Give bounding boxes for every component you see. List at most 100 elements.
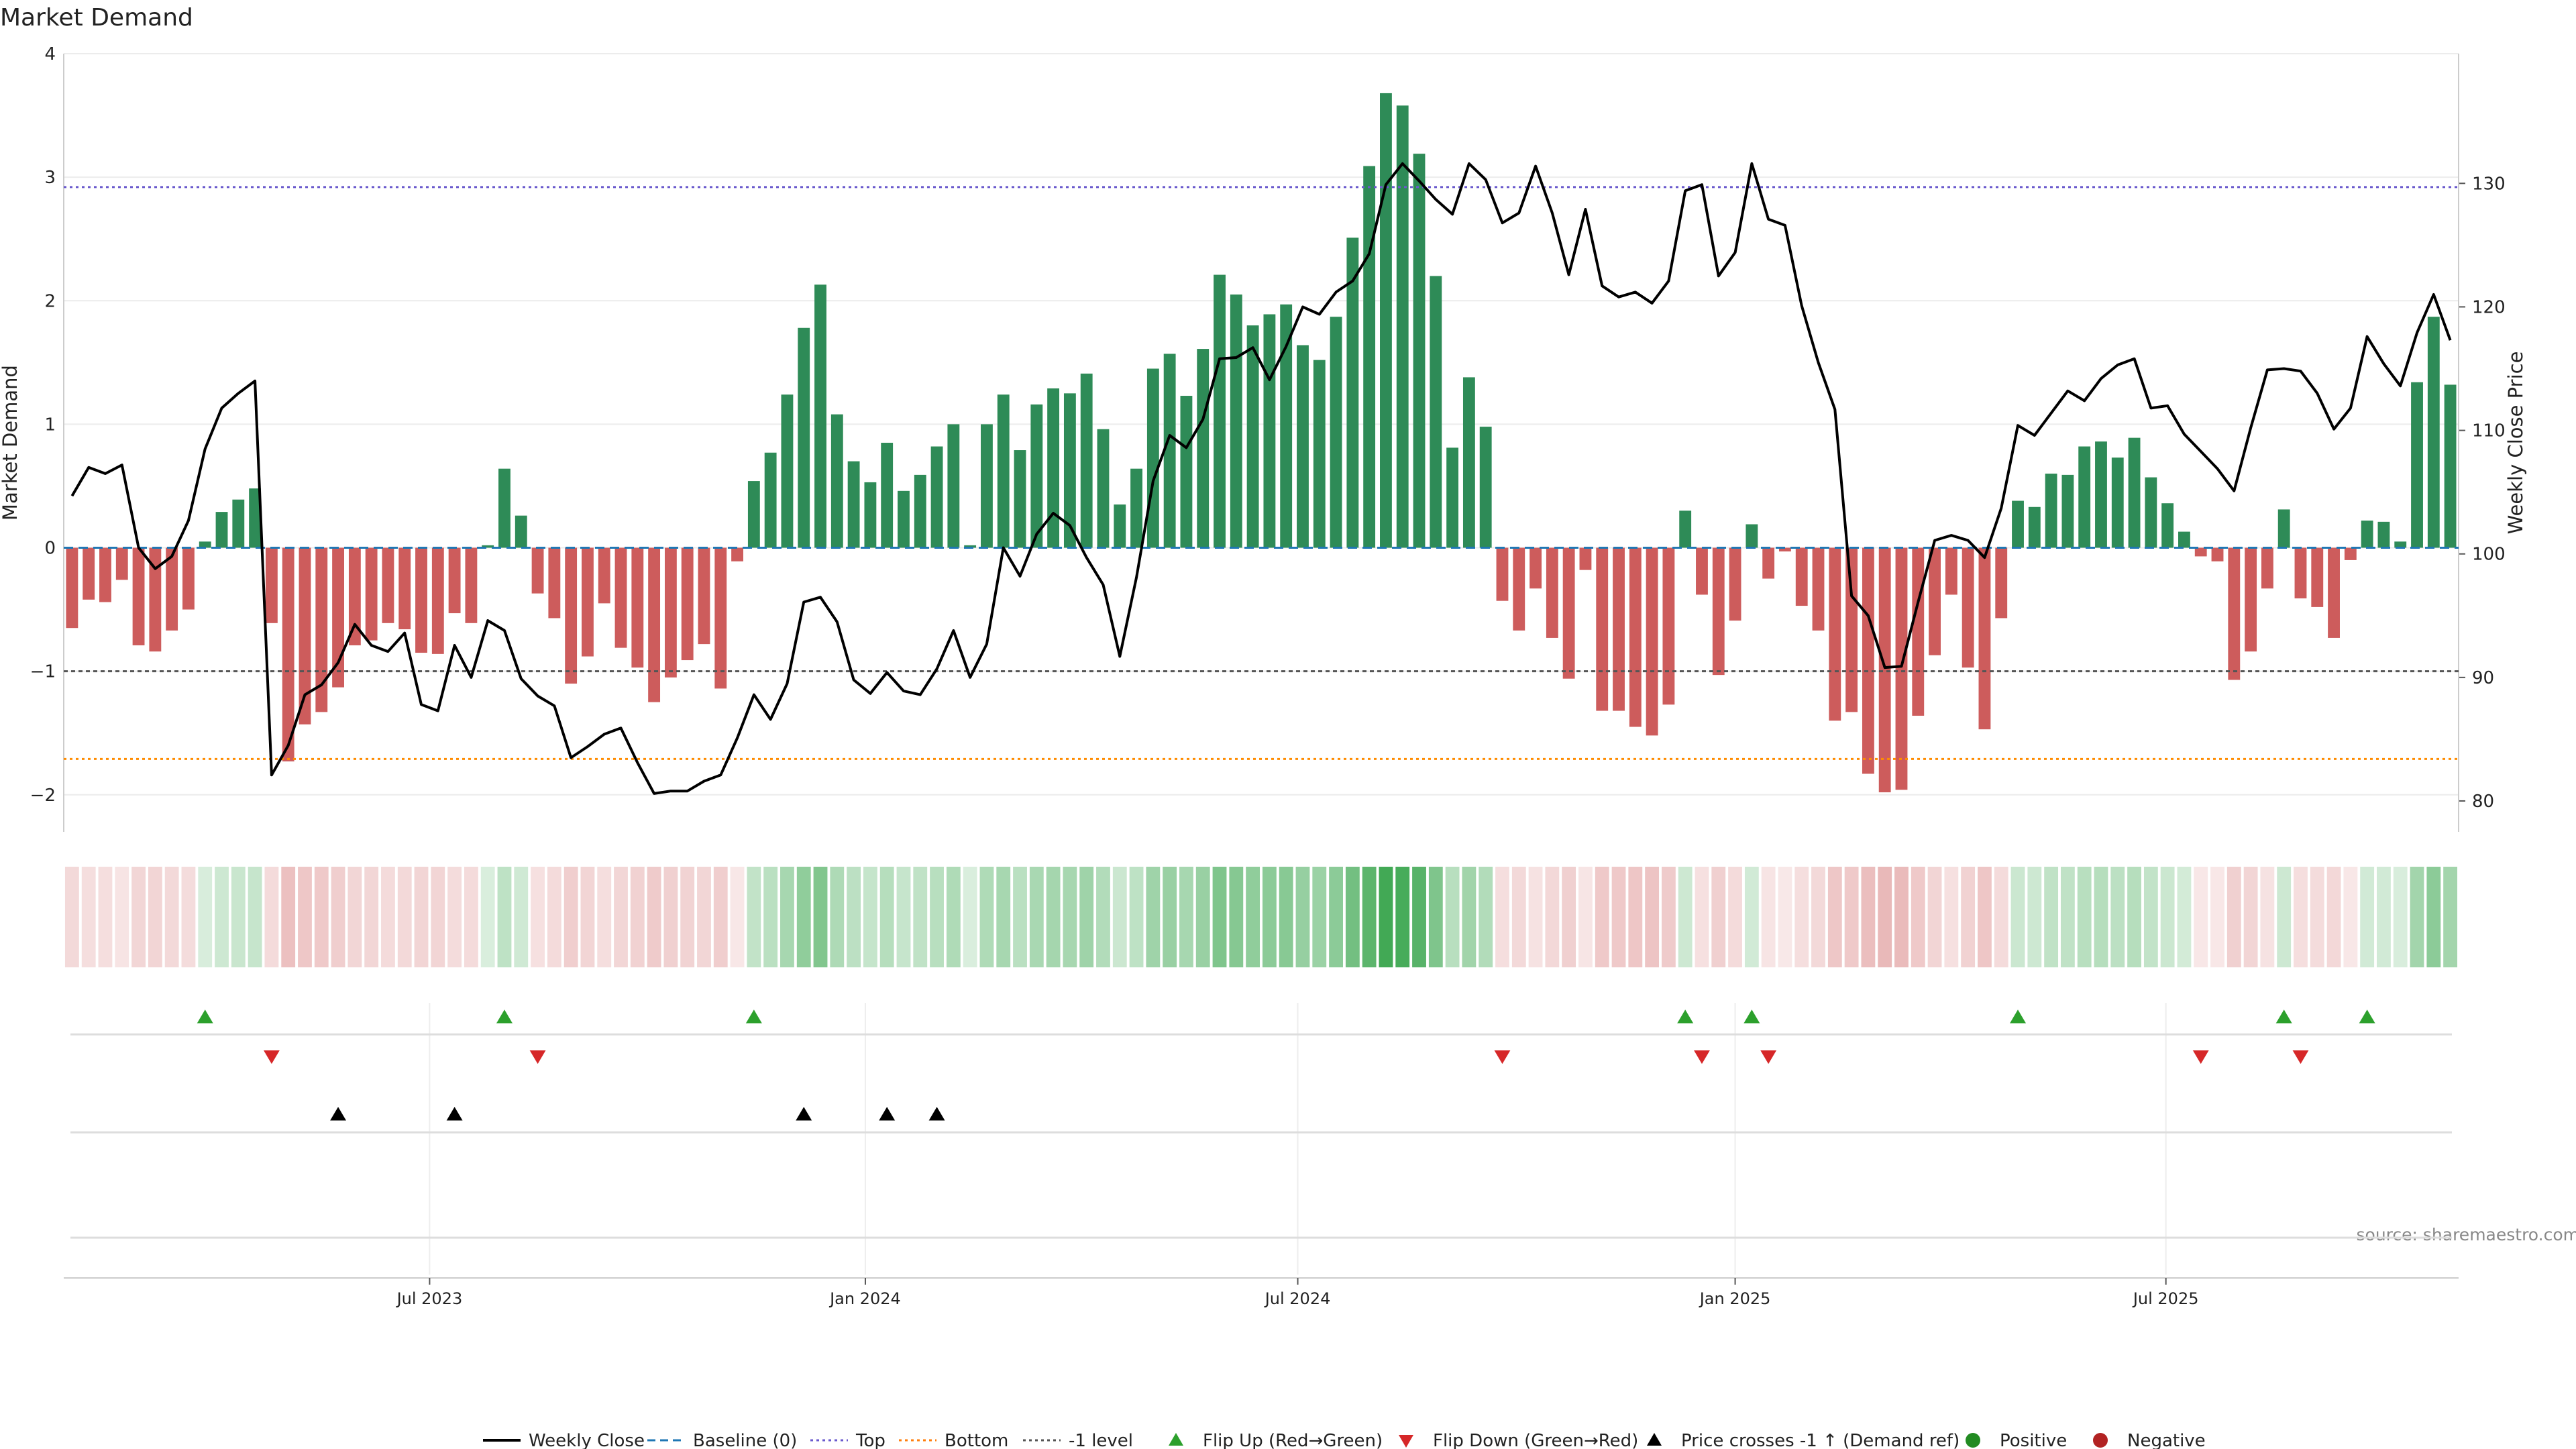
demand-bar <box>997 394 1010 548</box>
demand-bar <box>614 547 627 648</box>
y-left-tick-label: 1 <box>44 415 56 435</box>
heat-cell <box>1312 867 1327 967</box>
heat-cell <box>697 867 711 967</box>
heat-cell <box>747 867 761 967</box>
demand-bar <box>2028 506 2041 548</box>
demand-bar <box>1696 547 1708 595</box>
heat-cell <box>1611 867 1626 967</box>
x-tick-label: Jan 2025 <box>1699 1289 1771 1308</box>
demand-bar <box>2328 547 2340 638</box>
heat-cell <box>2443 867 2458 967</box>
heat-cell <box>1129 867 1144 967</box>
demand-bar <box>1546 547 1558 638</box>
heat-cell <box>1511 867 1526 967</box>
demand-bar <box>631 547 644 668</box>
heat-cell <box>381 867 395 967</box>
demand-bar <box>2411 382 2423 548</box>
heat-cell <box>64 867 79 967</box>
demand-bar <box>2377 521 2390 548</box>
legend-label: Baseline (0) <box>693 1431 797 1449</box>
price-cross-marker <box>796 1107 812 1121</box>
demand-bar <box>664 547 677 678</box>
demand-bar <box>1080 373 1093 548</box>
demand-bar <box>2394 541 2407 548</box>
demand-bar <box>482 545 494 548</box>
price-cross-marker <box>879 1107 896 1121</box>
demand-bar <box>2095 441 2107 548</box>
legend-swatch <box>2093 1433 2108 1448</box>
heat-cell <box>1479 867 1493 967</box>
heat-cell <box>298 867 312 967</box>
demand-bar <box>1313 360 1326 548</box>
heat-cell <box>580 867 595 967</box>
demand-bar <box>1662 547 1675 705</box>
legend-swatch <box>1966 1433 1980 1448</box>
demand-bar <box>814 284 826 548</box>
demand-bar <box>1878 547 1891 793</box>
flip-down-marker <box>1693 1050 1710 1064</box>
demand-bar <box>149 547 162 652</box>
demand-bar <box>930 446 943 548</box>
demand-bar <box>1829 547 1841 721</box>
demand-bar <box>1063 393 1076 548</box>
demand-bar <box>1146 368 1159 548</box>
heat-cell <box>1695 867 1709 967</box>
y-right-tick-label: 80 <box>2472 792 2494 812</box>
y-right-tick-label: 120 <box>2472 297 2506 317</box>
heat-cell <box>896 867 911 967</box>
heat-cell <box>1545 867 1560 967</box>
heat-cell <box>979 867 994 967</box>
y-left-tick-label: 4 <box>44 44 56 64</box>
demand-bar <box>1912 547 1925 716</box>
y-left-tick-label: −1 <box>30 662 56 682</box>
heat-cell <box>1445 867 1460 967</box>
heat-cell <box>796 867 811 967</box>
demand-bar <box>1413 154 1426 548</box>
demand-bar <box>548 547 561 619</box>
demand-bar <box>714 547 727 689</box>
demand-bar <box>1163 354 1176 548</box>
demand-bar <box>115 547 128 580</box>
heat-cell <box>1827 867 1842 967</box>
demand-bar <box>1629 547 1642 727</box>
demand-bar <box>382 547 394 623</box>
heat-cell <box>131 867 146 967</box>
demand-bar <box>1762 547 1775 579</box>
demand-bar <box>1180 396 1193 548</box>
heat-cell <box>2310 867 2324 967</box>
heat-cell <box>730 867 745 967</box>
demand-bar <box>166 547 178 631</box>
demand-bar <box>1496 547 1509 601</box>
heat-cell <box>2294 867 2308 967</box>
heat-cell <box>1794 867 1809 967</box>
demand-bar <box>1995 547 2008 619</box>
demand-bar <box>2294 547 2307 598</box>
demand-bar <box>2344 547 2357 560</box>
legend-label: Weekly Close <box>529 1431 645 1449</box>
demand-bar <box>398 547 411 630</box>
legend-item: Bottom <box>899 1431 1008 1449</box>
flip-down-marker <box>529 1050 546 1064</box>
demand-bar <box>299 547 311 724</box>
demand-bar <box>1346 237 1359 548</box>
heat-cell <box>2426 867 2441 967</box>
heat-cell <box>1345 867 1360 967</box>
heat-cell <box>1761 867 1776 967</box>
demand-bar <box>2045 474 2057 548</box>
heat-cell <box>2094 867 2108 967</box>
demand-bar <box>515 515 527 548</box>
heat-cell <box>198 867 213 967</box>
y-right-tick-label: 110 <box>2472 421 2506 441</box>
demand-bar <box>1862 547 1874 774</box>
heat-cell <box>2243 867 2258 967</box>
x-tick-label: Jul 2023 <box>396 1289 463 1308</box>
demand-bar <box>1679 511 1692 548</box>
demand-bar <box>2178 531 2190 548</box>
heat-cell <box>913 867 928 967</box>
heat-cell <box>813 867 828 967</box>
y-right-tick-label: 100 <box>2472 545 2506 565</box>
price-cross-marker <box>330 1107 347 1121</box>
heat-cell <box>2210 867 2224 967</box>
demand-bar <box>864 482 877 548</box>
heat-cell <box>281 867 296 967</box>
